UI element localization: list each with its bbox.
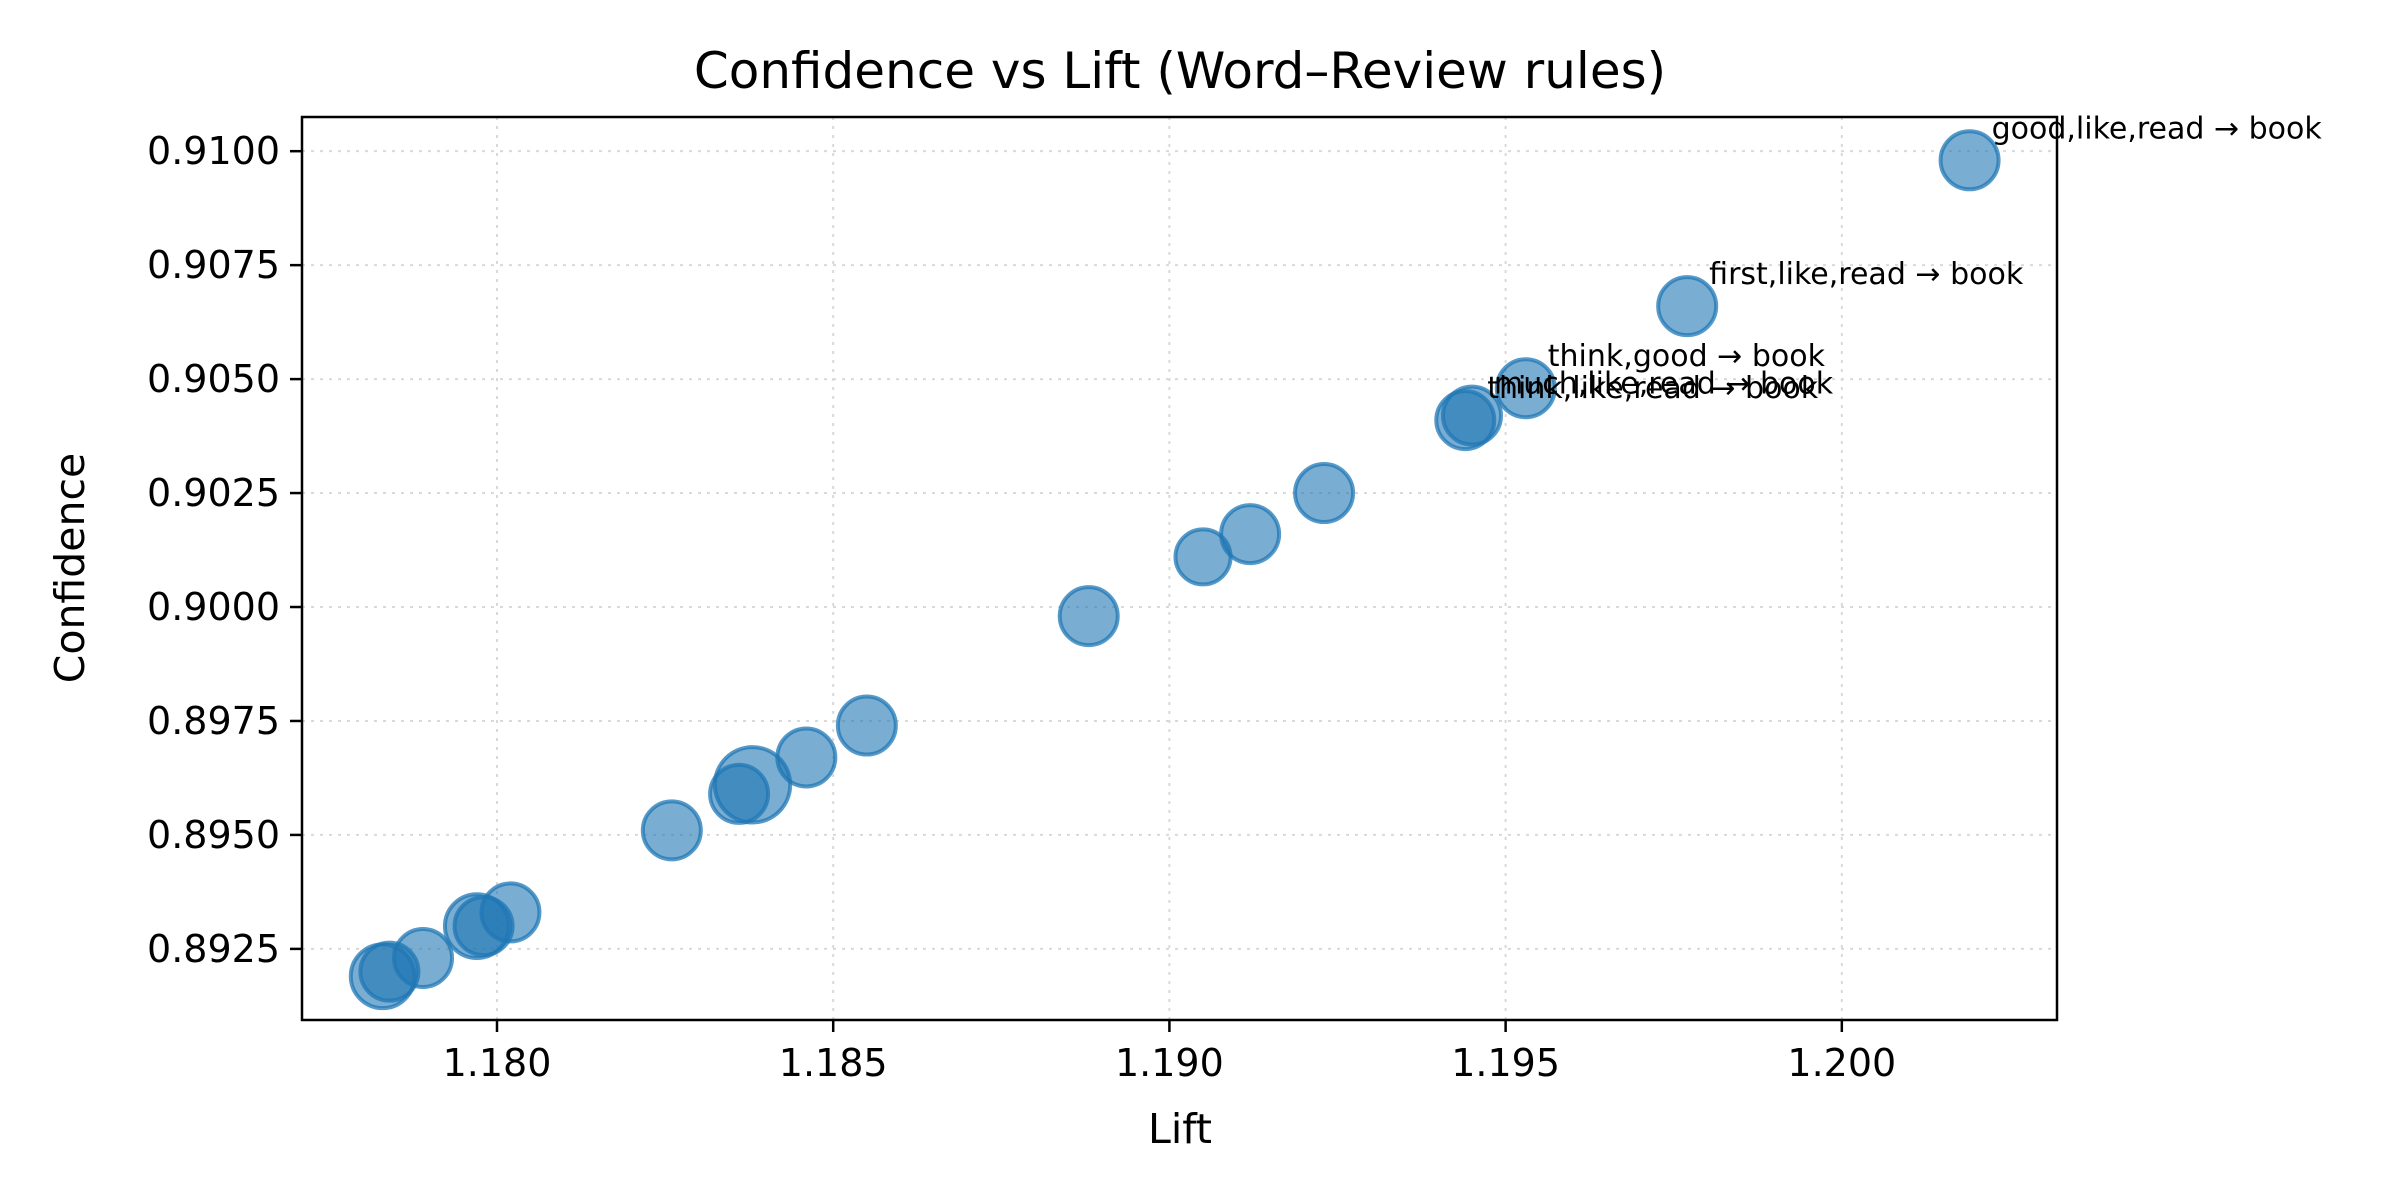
point-annotation: think,good → book xyxy=(1548,339,1826,374)
data-point xyxy=(640,799,703,862)
data-point xyxy=(452,895,515,958)
data-point xyxy=(1441,384,1503,447)
y-tick-label: 0.9075 xyxy=(147,243,280,287)
y-axis-ticks: 0.8925 0.8950 0.8975 0.9000 0.9025 0.9050 0.90… xyxy=(147,129,302,971)
grid xyxy=(302,117,2057,1020)
data-point xyxy=(348,942,417,1011)
x-tick-label: 1.190 xyxy=(1115,1041,1224,1085)
data-point xyxy=(1057,585,1120,648)
data-point xyxy=(1173,527,1233,587)
y-tick-label: 0.9025 xyxy=(147,471,280,515)
y-tick-label: 0.9100 xyxy=(147,129,280,173)
chart-title: Confidence vs Lift (Word–Review rules) xyxy=(694,42,1666,100)
data-points xyxy=(348,129,2001,1011)
data-point xyxy=(1656,275,1719,338)
y-tick-label: 0.9050 xyxy=(147,357,280,401)
y-tick-label: 0.8975 xyxy=(147,699,280,743)
point-annotation: much,like,read → book xyxy=(1494,367,1834,402)
data-point xyxy=(835,694,898,757)
data-point xyxy=(1938,129,2001,192)
x-tick-label: 1.180 xyxy=(443,1041,552,1085)
point-annotation: first,like,read → book xyxy=(1709,257,2024,292)
data-point xyxy=(1494,357,1557,420)
x-tick-label: 1.200 xyxy=(1787,1041,1896,1085)
x-axis-ticks: 1.180 1.185 1.190 1.195 1.200 xyxy=(443,1020,1896,1085)
data-point xyxy=(1293,462,1356,525)
point-annotation: think,like,read → book xyxy=(1487,371,1819,406)
y-axis-label: Confidence xyxy=(46,453,94,684)
x-axis-label: Lift xyxy=(1148,1105,1212,1153)
data-point xyxy=(708,762,771,825)
y-tick-label: 0.8925 xyxy=(147,927,280,971)
y-tick-label: 0.9000 xyxy=(147,585,280,629)
plot-frame xyxy=(300,115,2059,1022)
y-tick-label: 0.8950 xyxy=(147,813,280,857)
x-tick-label: 1.185 xyxy=(779,1041,888,1085)
x-tick-label: 1.195 xyxy=(1451,1041,1560,1085)
